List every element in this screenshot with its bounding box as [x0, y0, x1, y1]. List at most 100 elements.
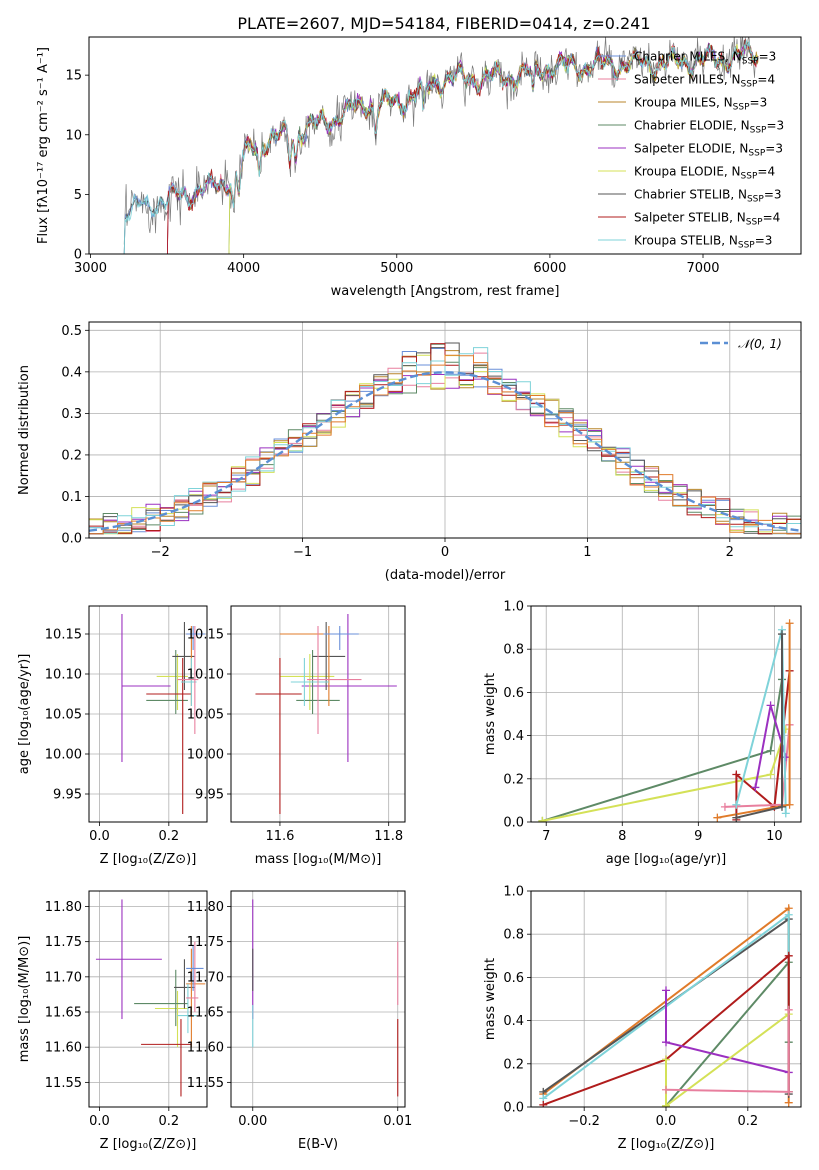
x-tick-label: 0.2	[158, 1114, 179, 1129]
y-tick-label: 10.10	[187, 668, 224, 683]
y-tick-label: 10.10	[45, 668, 82, 683]
x-axis-label: (data-model)/error	[385, 568, 506, 583]
errorbar-point	[186, 945, 204, 991]
errorbar-point	[95, 899, 162, 1020]
x-tick-label: 9	[694, 829, 702, 844]
spectrum-model-line	[123, 39, 759, 254]
x-tick-label: 3000	[74, 261, 107, 276]
y-tick-label: 11.75	[187, 935, 224, 950]
y-tick-label: 15	[65, 69, 82, 84]
x-tick-label: 6000	[533, 261, 566, 276]
mass-weight-marker	[784, 1098, 793, 1107]
massweight_vs_Z-marks	[539, 904, 793, 1107]
y-tick-label: 0.0	[503, 816, 524, 831]
mass_vs_Z-panel: 0.0 0.2 11.55 11.60 11.65 11.70 11.75 11.80 Z [l…	[17, 890, 208, 1152]
mass-weight-line	[735, 629, 787, 814]
legend-entry: Salpeter STELIB, NSSP=4	[634, 211, 780, 228]
y-tick-label: 0	[74, 248, 82, 263]
y-tick-label: 9.95	[195, 788, 224, 803]
mass-weight-marker	[713, 813, 722, 822]
mass_vs_Z-axes-frame	[88, 890, 208, 1108]
age_vs_mass-marks	[255, 614, 397, 814]
mass-weight-marker	[732, 800, 741, 809]
x-tick-label: 0.0	[89, 829, 110, 844]
errorbar-point	[323, 626, 359, 650]
y-axis-label: Normed distribution	[17, 365, 32, 495]
y-tick-label: 0.6	[503, 971, 524, 986]
mass-weight-marker	[777, 630, 786, 639]
y-tick-label: 0.1	[61, 490, 82, 505]
errorbar-point	[255, 658, 302, 814]
y-tick-label: 0.2	[503, 772, 524, 787]
legend-entry: Salpeter ELODIE, NSSP=3	[634, 142, 783, 159]
mass-weight-marker	[781, 809, 790, 818]
residuals-panel: −2 −1 0 1 2 0.0 0.1 0.2 0.3 0.4 0.5 (data-model)/er…	[17, 321, 802, 583]
x-tick-label: 0	[441, 545, 449, 560]
y-tick-label: 5	[74, 188, 82, 203]
mass-weight-marker	[538, 816, 547, 822]
mass_vs_EBV-axes-frame	[230, 890, 406, 1108]
x-tick-label: 4000	[227, 261, 260, 276]
legend-entry: Kroupa MILES, NSSP=3	[634, 96, 767, 113]
residual-histogram	[89, 354, 801, 535]
x-tick-label: 8	[618, 829, 626, 844]
y-axis-label: Flux [fλ10⁻¹⁷ erg cm⁻² s⁻¹ A⁻¹]	[36, 47, 51, 244]
x-tick-label: 1	[583, 545, 591, 560]
massweight_vs_age-axes-frame	[530, 605, 802, 823]
mass_vs_EBV-grid	[231, 891, 405, 1107]
mass_vs_Z-grid	[89, 891, 207, 1107]
mass-weight-line	[665, 959, 790, 1107]
x-tick-label: 0.2	[737, 1114, 758, 1129]
mass_vs_EBV-panel: 0.00 0.01 11.55 11.60 11.65 11.70 11.75 11.80 E(…	[187, 890, 412, 1152]
y-axis-label: age [log₁₀(age/yr)]	[17, 654, 32, 775]
errorbar-point	[134, 969, 188, 1027]
y-tick-label: 11.80	[187, 900, 224, 915]
mass-weight-marker	[781, 753, 790, 762]
normal-reference-curve	[89, 371, 801, 532]
mass-weight-marker	[732, 813, 741, 822]
errorbar-point	[177, 626, 199, 734]
x-tick-label: −1	[293, 545, 312, 560]
errorbar-point	[186, 626, 206, 650]
y-tick-label: 0.0	[61, 532, 82, 547]
y-tick-label: 0.5	[61, 324, 82, 339]
errorbar-point	[141, 1019, 192, 1097]
mass-weight-marker	[784, 1087, 793, 1096]
x-tick-label: 0.2	[158, 829, 179, 844]
x-tick-label: −2	[151, 545, 170, 560]
mass_vs_EBV-marks	[252, 899, 399, 1097]
y-tick-label: 0.4	[503, 1014, 524, 1029]
mass-weight-marker	[720, 802, 729, 811]
figure-title: PLATE=2607, MJD=54184, FIBERID=0414, z=0…	[237, 14, 650, 33]
mass-weight-marker	[662, 1038, 670, 1047]
x-tick-label: 0.0	[656, 1114, 677, 1129]
mass-weight-marker	[784, 1005, 793, 1014]
x-tick-label: 11.8	[374, 829, 403, 844]
y-tick-label: 10.05	[45, 708, 82, 723]
legend-entry: Kroupa STELIB, NSSP=3	[634, 234, 772, 251]
errorbar-point	[177, 983, 197, 1034]
x-tick-label: 11.6	[265, 829, 294, 844]
mass-weight-marker	[777, 802, 786, 811]
errorbar-point	[186, 941, 199, 1013]
mass-weight-marker	[662, 1101, 670, 1107]
mass-weight-line	[665, 1009, 790, 1093]
y-tick-label: 11.65	[45, 1006, 82, 1021]
y-tick-label: 1.0	[503, 600, 524, 615]
spectrum-axes-frame	[88, 36, 802, 255]
x-tick-label: 2	[726, 545, 734, 560]
y-tick-label: 11.55	[187, 1076, 224, 1091]
massweight_vs_Z-panel: −0.2 0.0 0.2 0.0 0.2 0.4 0.6 0.8 1.0 Z [log₁₀(Z/Z…	[483, 885, 802, 1152]
y-axis-label: mass [log₁₀(M/M⊙)]	[17, 936, 32, 1063]
age_vs_Z-grid	[89, 606, 207, 822]
spectrum-panel: 3000 4000 5000 6000 7000 0 5 10 15 wavelength [An…	[36, 36, 802, 299]
x-axis-label: mass [log₁₀(M/M⊙)]	[255, 852, 382, 867]
mass-weight-marker	[751, 783, 760, 792]
mass-weight-marker	[766, 770, 775, 779]
y-axis-label: mass weight	[483, 958, 498, 1040]
mass-weight-line	[542, 728, 787, 822]
errorbar-point	[307, 626, 362, 734]
y-tick-label: 0.4	[61, 365, 82, 380]
mass-weight-marker	[784, 951, 793, 960]
